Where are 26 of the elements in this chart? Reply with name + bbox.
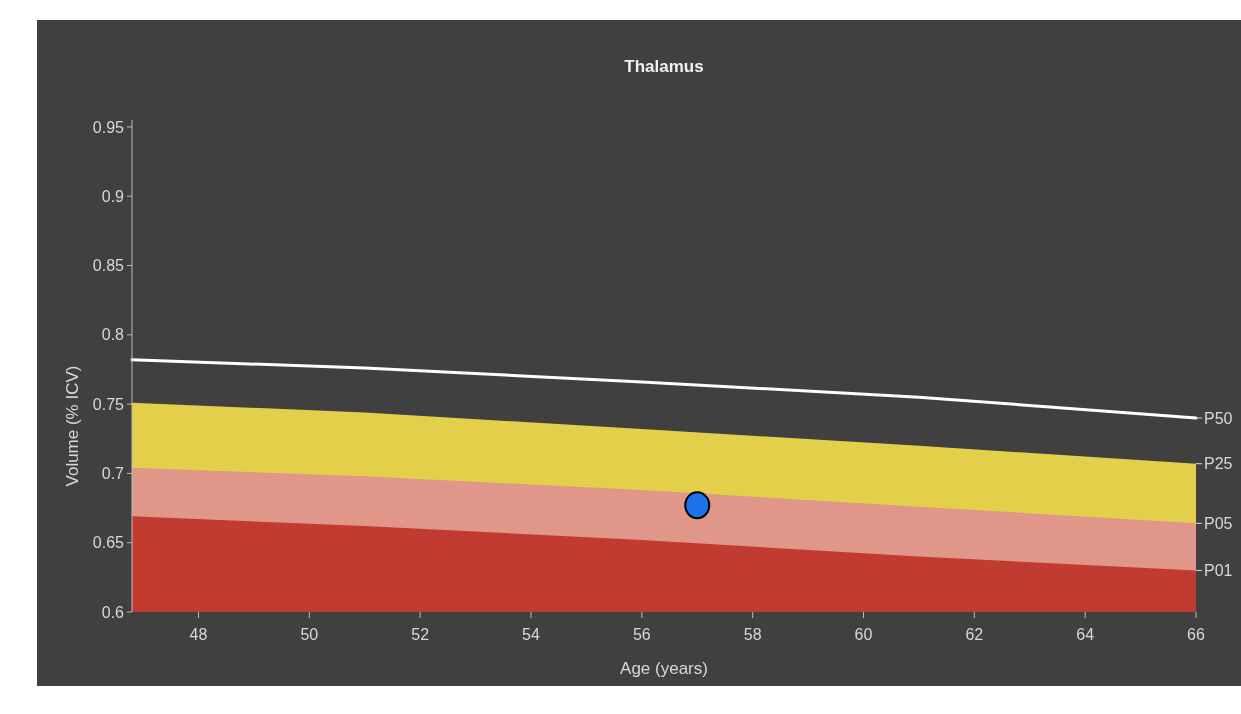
y-tick-label: 0.7 <box>101 465 125 483</box>
y-tick-label: 0.95 <box>92 118 125 136</box>
series-label: P05 <box>1204 514 1233 532</box>
y-tick-label: 0.65 <box>92 534 125 552</box>
series-label: P50 <box>1204 409 1233 427</box>
x-axis-title: Age (years) <box>620 659 708 678</box>
series-label: P25 <box>1204 455 1233 473</box>
x-tick-label: 50 <box>300 626 319 643</box>
series-label: P01 <box>1204 562 1233 580</box>
x-tick-label: 54 <box>522 626 540 643</box>
x-tick-label: 56 <box>632 626 651 643</box>
y-tick-label: 0.75 <box>92 395 125 413</box>
x-tick-label: 62 <box>965 626 984 643</box>
x-tick-label: 58 <box>743 626 762 643</box>
x-tick-label: 64 <box>1076 626 1095 643</box>
x-tick-label: 60 <box>854 626 873 643</box>
chart-title: Thalamus <box>624 57 704 76</box>
y-tick-label: 0.85 <box>92 257 125 275</box>
y-axis-title: Volume (% ICV) <box>63 365 82 487</box>
line-series <box>130 358 1198 420</box>
y-tick-label: 0.6 <box>101 603 125 621</box>
y-tick-label: 0.9 <box>101 187 125 205</box>
x-tick-label: 52 <box>411 626 430 643</box>
y-tick-label: 0.8 <box>101 326 125 344</box>
x-tick-label: 66 <box>1187 626 1205 643</box>
x-tick-label: 48 <box>189 626 208 643</box>
